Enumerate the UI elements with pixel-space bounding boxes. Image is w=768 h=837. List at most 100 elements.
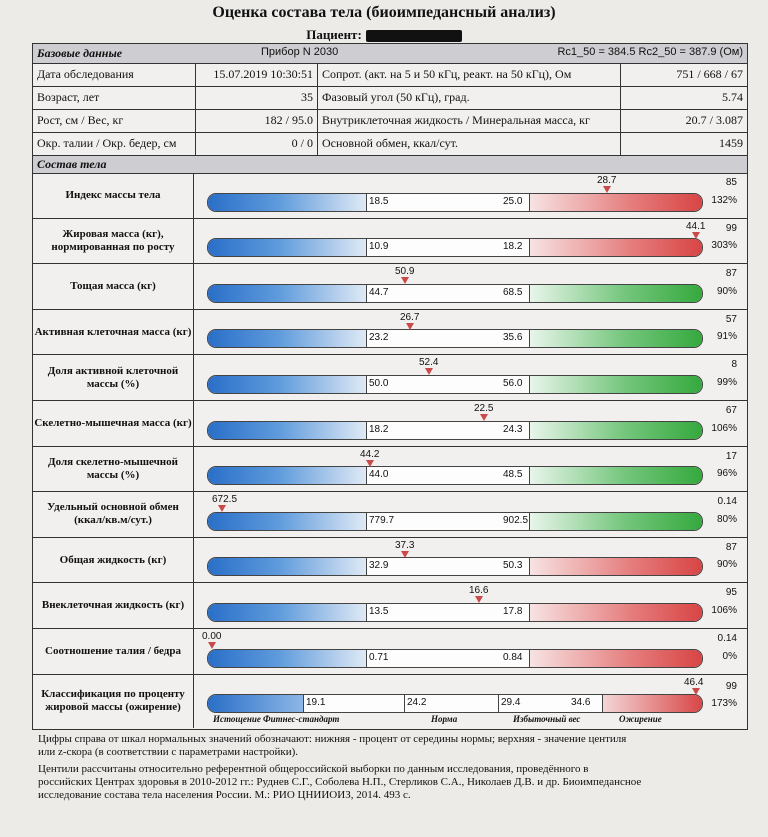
norm-high-value: 68.5 (503, 286, 523, 298)
scale-low-zone (208, 467, 366, 485)
row-value: 751 / 668 / 67 (676, 67, 743, 81)
value-marker-icon (692, 687, 700, 695)
centile-value: 0.14 (717, 496, 737, 508)
current-value: 44.1 (686, 220, 706, 232)
value-marker-icon (692, 231, 700, 239)
divider (195, 64, 196, 155)
norm-low-value: 50.0 (369, 377, 389, 389)
metric-label: Удельный основной обмен (ккал/кв.м/сут.) (33, 492, 194, 537)
class-zone (498, 694, 603, 712)
norm-high-value: 35.6 (503, 332, 523, 344)
percent-of-norm: 90% (716, 559, 737, 571)
scale-high-zone (530, 239, 702, 257)
class-name: Норма (431, 713, 458, 724)
class-zone (602, 694, 702, 712)
footnote-line: Центили рассчитаны относительно референт… (38, 763, 589, 775)
current-value: 16.6 (469, 585, 489, 597)
scale-low-zone (208, 239, 366, 257)
row-label: Фазовый угол (50 кГц), град. (322, 90, 470, 104)
percent-of-norm: 96% (716, 468, 737, 480)
metric-label: Скелетно-мышечная масса (кг) (33, 401, 194, 446)
row-value: 1459 (719, 136, 743, 150)
value-marker-icon (401, 277, 409, 285)
norm-high-value: 17.8 (503, 605, 523, 617)
classification-scale (207, 693, 703, 713)
row-label: Рост, см / Вес, кг (37, 113, 124, 127)
section-title: Состав тела (37, 157, 107, 171)
norm-low-value: 18.5 (369, 195, 389, 207)
row-label: Дата обследования (37, 67, 134, 81)
percent-of-norm: 106% (711, 422, 737, 434)
centile-value: 99 (725, 222, 737, 234)
row-label: Сопрот. (акт. на 5 и 50 кГц, реакт. на 5… (322, 67, 572, 81)
metric-row: Тощая масса (кг) 44.7 68.5 50.9 87 90% (33, 264, 747, 310)
metric-scale (207, 557, 703, 577)
current-value: 44.2 (360, 448, 380, 460)
class-threshold: 34.6 (571, 696, 591, 708)
norm-low-value: 10.9 (369, 241, 389, 253)
metric-row: Внеклеточная жидкость (кг) 13.5 17.8 16.6 95… (33, 583, 747, 629)
scale-low-zone (208, 649, 366, 667)
patient-line: Пациент: (0, 27, 768, 43)
centile-value: 99 (725, 680, 737, 692)
class-zone (208, 694, 303, 712)
scale-high-zone (530, 421, 702, 439)
metric-label: Доля скелетно-мышечной массы (%) (33, 446, 194, 492)
percent-of-norm: 173% (711, 697, 737, 709)
metric-row: Активная клеточная масса (кг) 23.2 35.6 26.… (33, 309, 747, 356)
row-label: Внутриклеточная жидкость / Минеральная м… (322, 113, 590, 127)
value-marker-icon (475, 596, 483, 604)
current-value: 26.7 (400, 311, 420, 323)
class-threshold: 19.1 (306, 696, 326, 708)
metric-label: Жировая масса (кг), нормированная по рос… (33, 218, 194, 264)
scale-norm-zone (366, 375, 530, 393)
centile-value: 17 (725, 450, 737, 462)
percent-of-norm: 91% (716, 331, 737, 343)
scale-high-zone (530, 193, 702, 211)
row-label: Окр. талии / Окр. бедер, см (37, 136, 177, 150)
metric-scale (207, 648, 703, 668)
current-value: 22.5 (474, 403, 494, 414)
metric-row: Индекс массы тела 18.5 25.0 28.7 85 132% (33, 173, 747, 219)
metric-label: Индекс массы тела (33, 173, 194, 218)
scale-high-zone (530, 375, 702, 393)
patient-label: Пациент: (306, 27, 362, 42)
metric-scale (207, 511, 703, 531)
footnote-line: исследование состава тела населения Росс… (38, 789, 411, 801)
scale-high-zone (530, 558, 702, 576)
current-value: 50.9 (395, 266, 415, 278)
metric-scale (207, 283, 703, 303)
footnote-line: или z-скора (в соответствии с параметрам… (38, 746, 299, 758)
base-data-row: Дата обследования 15.07.2019 10:30:51 Сопр… (33, 64, 747, 87)
norm-high-value: 0.84 (503, 651, 523, 663)
base-data-title: Базовые данные (37, 46, 123, 60)
metric-row: Доля активной клеточной массы (%) 50.0 56.… (33, 355, 747, 401)
metric-label: Соотношение талия / бедра (33, 629, 194, 674)
class-zone (303, 694, 405, 712)
divider (620, 64, 621, 155)
report-title: Оценка состава тела (биоимпедансный анал… (212, 4, 556, 21)
scale-norm-zone (366, 284, 530, 302)
scale-high-zone (530, 330, 702, 348)
row-value: 35 (301, 90, 313, 104)
centile-value: 57 (725, 313, 737, 325)
metric-label: Общая жидкость (кг) (33, 537, 194, 583)
scale-norm-zone (366, 421, 530, 439)
percent-of-norm: 90% (716, 285, 737, 297)
metric-scale (207, 192, 703, 212)
scale-high-zone (530, 649, 702, 667)
scale-norm-zone (366, 603, 530, 621)
percent-of-norm: 0% (722, 650, 737, 662)
patient-name-redacted (365, 30, 462, 43)
device-label: Прибор N 2030 (261, 46, 339, 58)
scale-norm-zone (366, 193, 530, 211)
metric-scale (207, 374, 703, 394)
scale-low-zone (208, 512, 366, 530)
scale-norm-zone (366, 330, 530, 348)
current-value: 52.4 (419, 357, 439, 369)
base-data-row: Окр. талии / Окр. бедер, см 0 / 0 Основной… (33, 133, 747, 156)
row-label: Возраст, лет (37, 90, 100, 104)
class-threshold: 24.2 (407, 696, 427, 708)
centile-value: 85 (725, 177, 737, 188)
metric-label: Внеклеточная жидкость (кг) (33, 583, 194, 628)
